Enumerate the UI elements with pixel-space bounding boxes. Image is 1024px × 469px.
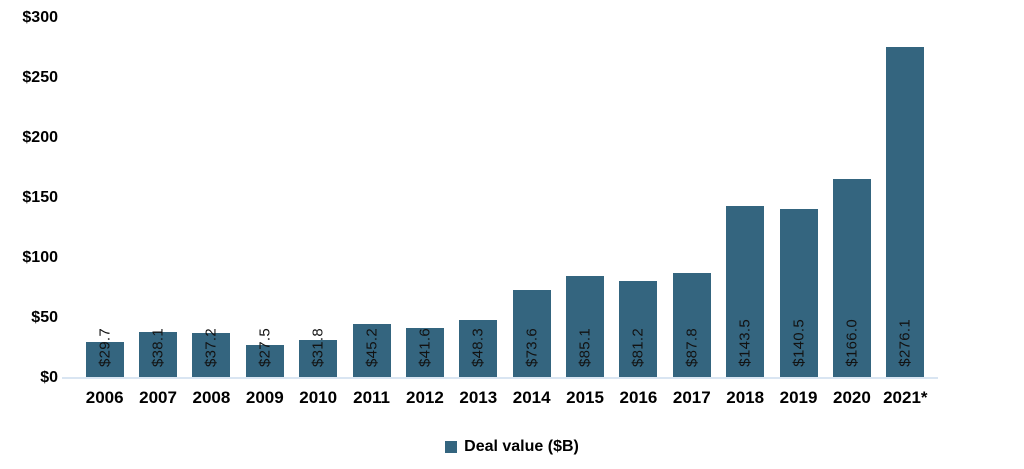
bar-2017: $87.8 <box>672 272 711 378</box>
bar-slot: $166.0 <box>825 0 878 378</box>
y-tick-label: $250 <box>22 69 58 86</box>
bar-slot: $45.2 <box>345 0 398 378</box>
x-tick-label: 2008 <box>192 388 231 407</box>
bar-slot: $276.1 <box>879 0 932 378</box>
bar-value-label: $29.7 <box>96 327 114 367</box>
bar-slot: $27.5 <box>238 0 291 378</box>
x-tick-label: 2014 <box>512 388 551 407</box>
bar-2019: $140.5 <box>779 209 818 378</box>
bar-2016: $81.2 <box>619 280 658 378</box>
bar-slot: $87.8 <box>665 0 718 378</box>
bar-value-label: $140.5 <box>790 319 808 367</box>
y-tick-label: $200 <box>22 129 58 146</box>
bar-slot: $31.8 <box>292 0 345 378</box>
x-tick-label: 2017 <box>672 388 711 407</box>
bar-value-label: $48.3 <box>469 327 487 367</box>
x-tick-label: 2020 <box>833 388 871 407</box>
x-tick-label: 2010 <box>299 388 338 407</box>
bars-container: $29.7 $38.1 $37.2 $27.5 $31.8 $45.2 $41.6 $48.3… <box>62 0 938 378</box>
bar-2008: $37.2 <box>192 328 231 378</box>
bar-value-label: $276.1 <box>896 319 914 367</box>
bar-slot: $37.2 <box>185 0 238 378</box>
y-tick-label: $50 <box>31 309 58 326</box>
bar-value-label: $37.2 <box>202 327 220 367</box>
x-tick-label: 2018 <box>726 388 765 407</box>
bar-2014: $73.6 <box>512 289 551 378</box>
legend-label: Deal value ($B) <box>464 438 579 455</box>
bar-value-label: $85.1 <box>576 327 594 367</box>
x-tick-label: 2007 <box>139 388 177 407</box>
bar-2006: $29.7 <box>85 328 124 378</box>
bar-value-label: $45.2 <box>363 327 381 367</box>
x-tick-label: 2021* <box>883 388 928 407</box>
bar-slot: $38.1 <box>131 0 184 378</box>
bar-value-label: $81.2 <box>629 327 647 367</box>
bar-2018: $143.5 <box>726 205 765 378</box>
bar-value-label: $143.5 <box>736 319 754 367</box>
bar-slot: $41.6 <box>398 0 451 378</box>
x-tick-label: 2013 <box>459 388 498 407</box>
bar-slot: $85.1 <box>558 0 611 378</box>
bar-value-label: $38.1 <box>149 327 167 367</box>
bar-value-label: $41.6 <box>416 327 434 367</box>
bar-slot: $48.3 <box>452 0 505 378</box>
bar-2013: $48.3 <box>459 320 498 378</box>
y-tick-label: $300 <box>22 9 58 26</box>
x-axis-line <box>62 377 938 379</box>
bar-slot: $81.2 <box>612 0 665 378</box>
bar-value-label: $31.8 <box>309 327 327 367</box>
bar-slot: $143.5 <box>719 0 772 378</box>
x-tick-label: 2009 <box>245 388 284 407</box>
bar-slot: $73.6 <box>505 0 558 378</box>
bar-slot: $29.7 <box>78 0 131 378</box>
bar-2011: $45.2 <box>352 323 391 378</box>
bar-2021: $276.1 <box>886 46 925 378</box>
bar-2020: $166.0 <box>832 178 871 378</box>
bar-2009: $27.5 <box>245 328 284 378</box>
x-tick-label: 2015 <box>566 388 604 407</box>
x-tick-label: 2016 <box>619 388 658 407</box>
y-tick-label: $150 <box>22 189 58 206</box>
bar-value-label: $27.5 <box>256 327 274 367</box>
bar-slot: $140.5 <box>772 0 825 378</box>
x-tick-label: 2019 <box>779 388 818 407</box>
bar-2010: $31.8 <box>299 328 338 378</box>
legend: Deal value ($B) <box>0 438 1024 456</box>
x-axis-tick-labels: 2006 2007 2008 2009 2010 2011 2012 2013 2014 2015… <box>62 388 938 408</box>
x-tick-label: 2011 <box>353 388 390 407</box>
legend-swatch-icon <box>445 441 458 453</box>
bar-2015: $85.1 <box>566 275 605 378</box>
bar-2012: $41.6 <box>405 327 444 378</box>
bar-2007: $38.1 <box>139 328 178 378</box>
x-tick-label: 2012 <box>406 388 444 407</box>
x-tick-label: 2006 <box>85 388 124 407</box>
bar-value-label: $87.8 <box>683 327 701 367</box>
bar-value-label: $166.0 <box>843 319 861 367</box>
y-tick-label: $100 <box>22 249 58 266</box>
y-tick-label: $0 <box>40 369 58 386</box>
plot-area: $29.7 $38.1 $37.2 $27.5 $31.8 $45.2 $41.6 $48.3… <box>62 0 938 469</box>
bar-value-label: $73.6 <box>523 327 541 367</box>
